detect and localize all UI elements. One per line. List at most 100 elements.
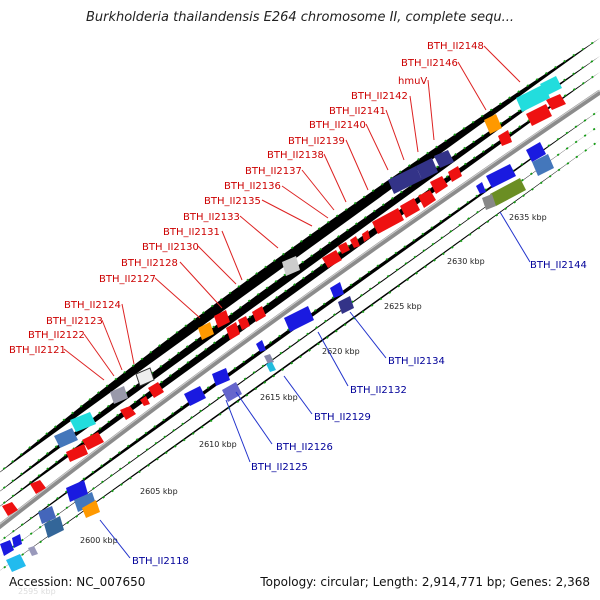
gene-label[interactable]: BTH_II2131 [163, 227, 220, 238]
gene-navy[interactable] [338, 296, 354, 314]
gene-rev[interactable] [38, 506, 56, 524]
gene-label[interactable]: BTH_II2133 [183, 212, 240, 223]
gene-green[interactable] [490, 178, 526, 206]
gene-fwd[interactable] [372, 208, 404, 234]
gene-rev[interactable] [486, 164, 516, 188]
gene-label[interactable]: BTH_II2140 [309, 120, 366, 131]
gene-label[interactable]: BTH_II2135 [204, 196, 261, 207]
gene-fwd[interactable] [448, 166, 462, 182]
gene-fwd[interactable] [498, 130, 512, 146]
gene-label[interactable]: BTH_II2141 [329, 106, 386, 117]
bottom-gene-labels: BTH_II2118 BTH_II2125 BTH_II2126 BTH_II2… [132, 260, 587, 567]
gene-grey[interactable] [110, 386, 128, 404]
gene-label[interactable]: BTH_II2139 [288, 136, 345, 147]
track-guides [0, 37, 600, 572]
gene-rev[interactable] [184, 386, 206, 406]
chromosome-backbone [0, 89, 600, 530]
accession-text: Accession: NC_007650 [9, 575, 146, 589]
tick-label: 2625 kbp [384, 302, 422, 311]
gene-fwd[interactable] [526, 104, 552, 126]
faded-tick-label: 2595 kbp [18, 587, 56, 596]
gene-label[interactable]: BTH_II2125 [251, 462, 308, 473]
gene-fwd[interactable] [82, 432, 104, 450]
top-leader-lines [63, 45, 521, 381]
tick-label: 2605 kbp [140, 487, 178, 496]
gene-rev[interactable] [476, 182, 486, 194]
gene-fwd[interactable] [238, 316, 250, 330]
gene-label[interactable]: BTH_II2142 [351, 91, 408, 102]
gene-rev[interactable] [284, 306, 314, 332]
gene-rev[interactable] [256, 340, 266, 352]
gene-label[interactable]: BTH_II2121 [9, 345, 66, 356]
gene-label[interactable]: BTH_II2123 [46, 316, 103, 327]
gene-fwd[interactable] [362, 230, 370, 242]
tick-label: 2610 kbp [199, 440, 237, 449]
gene-label[interactable]: BTH_II2129 [314, 412, 371, 423]
gene-rev[interactable] [330, 282, 344, 298]
gene-label[interactable]: BTH_II2134 [388, 356, 445, 367]
gene-navy[interactable] [532, 154, 554, 176]
gene-label[interactable]: BTH_II2126 [276, 442, 333, 453]
gene-cyan[interactable] [70, 412, 96, 432]
gene-rev[interactable] [0, 540, 14, 556]
gene-cyan[interactable] [44, 516, 64, 538]
gene-fwd[interactable] [322, 250, 342, 268]
top-gene-labels: BTH_II2121 BTH_II2122 BTH_II2123 BTH_II2… [9, 41, 484, 356]
gene-label[interactable]: BTH_II2137 [245, 166, 302, 177]
gene-label[interactable]: BTH_II2118 [132, 556, 189, 567]
gene-fwd[interactable] [140, 396, 150, 406]
gene-cyan[interactable] [266, 362, 276, 372]
gene-label[interactable]: BTH_II2138 [267, 150, 324, 161]
gene-grey[interactable] [482, 194, 496, 210]
gene-cyan[interactable] [54, 428, 78, 448]
tick-label: 2615 kbp [260, 393, 298, 402]
gene-navy[interactable] [388, 166, 422, 194]
gene-label[interactable]: BTH_II2124 [64, 300, 121, 311]
gene-label[interactable]: BTH_II2146 [401, 58, 458, 69]
gene-fwd[interactable] [338, 242, 350, 254]
gene-fwd[interactable] [226, 322, 240, 340]
gene-navy[interactable] [434, 150, 454, 168]
gene-label[interactable]: BTH_II2128 [121, 258, 178, 269]
gene-navy[interactable] [416, 158, 438, 180]
gene-fwd[interactable] [148, 382, 164, 398]
gene-fwd[interactable] [430, 176, 448, 194]
gene-cyan[interactable] [6, 554, 26, 572]
gene-fwd[interactable] [546, 94, 566, 110]
gene-fwd[interactable] [252, 306, 266, 322]
gene-fwd[interactable] [350, 236, 360, 248]
gene-label[interactable]: BTH_II2132 [350, 385, 407, 396]
gene-rev[interactable] [66, 480, 88, 502]
gene-label[interactable]: BTH_II2148 [427, 41, 484, 52]
gene-rev[interactable] [12, 534, 22, 548]
gene-grey[interactable] [135, 367, 155, 387]
gene-label[interactable]: BTH_II2136 [224, 181, 281, 192]
gene-rev[interactable] [212, 368, 230, 386]
gene-fwd[interactable] [66, 444, 88, 462]
gene-navy[interactable] [222, 382, 242, 402]
gene-label[interactable]: BTH_II2130 [142, 242, 199, 253]
gene-orange[interactable] [484, 114, 502, 134]
gene-orange[interactable] [198, 322, 214, 340]
gene-label[interactable]: BTH_II2144 [530, 260, 587, 271]
gene-fwd[interactable] [214, 310, 230, 328]
reverse-genes [0, 142, 554, 572]
gene-label[interactable]: hmuV [398, 76, 427, 87]
gene-cyan[interactable] [540, 76, 562, 96]
gene-fwd[interactable] [2, 502, 18, 516]
gene-fwd[interactable] [400, 198, 420, 218]
gene-fwd[interactable] [120, 406, 136, 420]
gene-cyan[interactable] [516, 84, 550, 112]
gene-grey[interactable] [28, 546, 38, 556]
gene-fwd[interactable] [418, 190, 436, 208]
tick-label: 2630 kbp [447, 257, 485, 266]
gene-label[interactable]: BTH_II2127 [99, 274, 156, 285]
gene-label[interactable]: BTH_II2122 [28, 330, 85, 341]
gene-grey[interactable] [282, 256, 300, 276]
gene-orange[interactable] [82, 500, 100, 518]
gene-rev[interactable] [526, 142, 546, 162]
gene-fwd[interactable] [30, 480, 46, 494]
gene-navy[interactable] [74, 492, 96, 512]
gene-grey[interactable] [264, 354, 274, 364]
